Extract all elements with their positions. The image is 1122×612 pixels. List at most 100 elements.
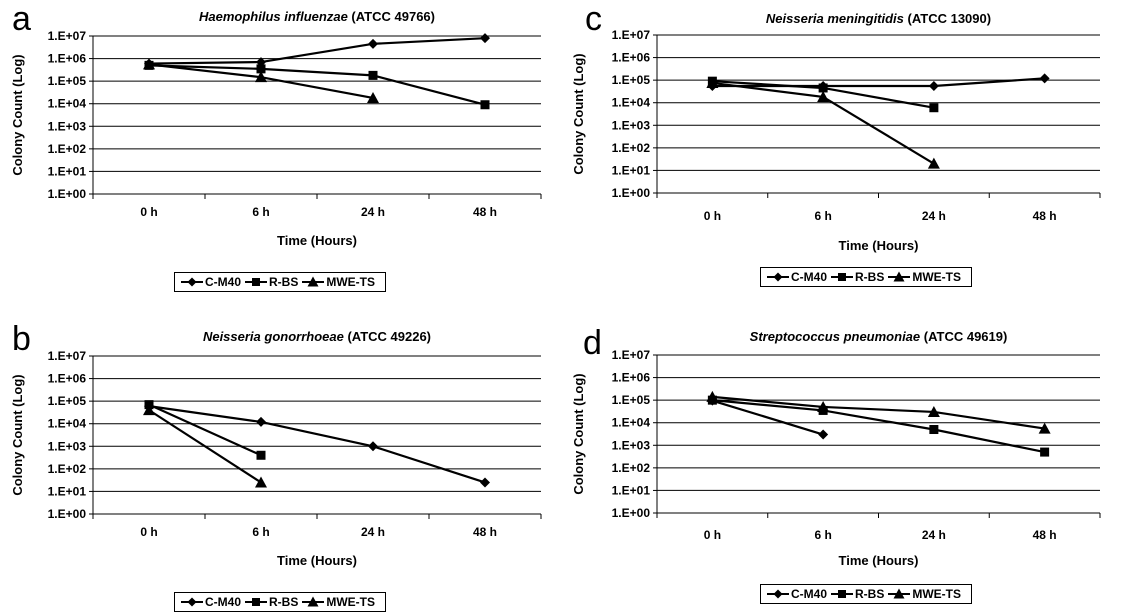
diamond-marker-icon [181, 277, 203, 287]
panel-letter-a: a [12, 0, 31, 38]
square-marker-icon [245, 278, 268, 286]
series-line-mwe-ts [712, 395, 1045, 430]
data-point-mwe-ts [706, 76, 719, 88]
data-point-r-bs [368, 70, 378, 80]
legend-item: C-M40 [767, 587, 827, 601]
chart-title: Neisseria gonorrhoeae (ATCC 49226) [203, 329, 431, 344]
data-point-r-bs [1040, 447, 1050, 457]
x-tick-label: 6 h [814, 528, 831, 542]
diamond-marker-icon [181, 597, 203, 607]
triangle-marker-icon [888, 588, 911, 599]
series-line-r-bs [712, 399, 1045, 454]
y-tick-label: 1.E+02 [612, 141, 651, 155]
legend-item: R-BS [245, 275, 298, 289]
x-tick-label: 24 h [922, 209, 946, 223]
triangle-marker-icon [302, 596, 325, 607]
y-axis-label: Colony Count (Log) [10, 374, 25, 495]
data-point-c-m40 [368, 38, 378, 49]
data-point-mwe-ts [927, 157, 940, 169]
legend-marker [838, 590, 847, 598]
series-line-r-bs [148, 403, 262, 457]
data-point-c-m40 [1039, 73, 1050, 84]
legend-item: R-BS [245, 595, 298, 609]
y-tick-label: 1.E+07 [612, 348, 651, 362]
data-point-r-bs [480, 100, 490, 110]
x-tick-label: 48 h [473, 205, 497, 219]
y-tick-label: 1.E+07 [612, 28, 651, 42]
y-tick-label: 1.E+00 [612, 506, 651, 520]
y-axis-label: Colony Count (Log) [571, 373, 586, 494]
y-tick-label: 1.E+01 [48, 484, 87, 498]
legend-b: C-M40 R-BS MWE-TS [174, 592, 387, 612]
data-point-mwe-ts [143, 58, 155, 70]
legend-item: C-M40 [767, 270, 827, 284]
legend-label: R-BS [269, 595, 299, 609]
y-tick-label: 1.E+05 [612, 73, 651, 87]
series-line-c-m40 [148, 37, 486, 65]
square-marker-icon [831, 273, 854, 281]
legend-label: R-BS [855, 587, 885, 601]
y-tick-label: 1.E+03 [612, 438, 651, 452]
y-tick-label: 1.E+00 [48, 507, 87, 521]
x-tick-label: 0 h [140, 525, 157, 539]
y-tick-label: 1.E+02 [612, 461, 651, 475]
y-tick-label: 1.E+03 [612, 118, 651, 132]
triangle-marker-icon [302, 276, 325, 287]
data-point-c-m40 [480, 477, 490, 488]
series-line-c-m40 [712, 399, 824, 436]
chart-title: Haemophilus influenzae (ATCC 49766) [199, 9, 435, 24]
legend-d: C-M40 R-BS MWE-TS [760, 584, 973, 604]
y-tick-label: 1.E+00 [612, 186, 651, 200]
legend-marker [838, 273, 847, 281]
data-point-c-m40 [368, 441, 378, 452]
legend-label: MWE-TS [326, 595, 376, 609]
series-line-mwe-ts [148, 409, 262, 484]
legend-marker [893, 271, 905, 282]
series-line-r-bs [148, 64, 486, 106]
y-tick-label: 1.E+06 [48, 52, 87, 66]
diamond-marker-icon [767, 272, 789, 282]
chart-title: Neisseria meningitidis (ATCC 13090) [766, 11, 991, 26]
chart-title: Streptococcus pneumoniae (ATCC 49619) [750, 329, 1008, 344]
legend-label: MWE-TS [912, 587, 962, 601]
data-point-c-m40 [480, 33, 490, 44]
y-tick-label: 1.E+03 [48, 119, 87, 133]
chart-meningitidis: Neisseria meningitidis (ATCC 13090) 1.E+0… [571, 11, 1101, 253]
data-point-mwe-ts [706, 390, 719, 402]
data-point-mwe-ts [817, 90, 830, 102]
x-tick-label: 48 h [473, 525, 497, 539]
y-tick-label: 1.E+04 [612, 416, 651, 430]
panel-letter-d: d [583, 324, 602, 362]
legend-marker [252, 598, 261, 606]
legend-item: MWE-TS [302, 275, 375, 289]
x-tick-label: 24 h [361, 525, 385, 539]
legend-label: R-BS [855, 270, 885, 284]
data-point-mwe-ts [367, 91, 379, 103]
x-axis-label: Time (Hours) [277, 233, 357, 248]
legend-label: C-M40 [205, 595, 242, 609]
y-tick-label: 1.E+04 [48, 97, 87, 111]
y-tick-label: 1.E+06 [612, 51, 651, 65]
x-tick-label: 0 h [140, 205, 157, 219]
data-point-mwe-ts [255, 71, 267, 83]
x-axis-label: Time (Hours) [839, 238, 919, 253]
y-tick-label: 1.E+03 [48, 439, 87, 453]
data-point-c-m40 [256, 416, 266, 427]
legend-item: R-BS [831, 270, 884, 284]
y-tick-label: 1.E+04 [612, 96, 651, 110]
series-line-c-m40 [712, 77, 1045, 88]
data-point-mwe-ts [143, 404, 155, 416]
legend-label: C-M40 [791, 270, 828, 284]
legend-label: MWE-TS [326, 275, 376, 289]
x-tick-label: 24 h [361, 205, 385, 219]
x-tick-label: 48 h [1033, 209, 1057, 223]
y-tick-label: 1.E+02 [48, 142, 87, 156]
legend-marker [773, 272, 783, 282]
x-axis-label: Time (Hours) [839, 553, 919, 568]
triangle-marker-icon [888, 271, 911, 282]
legend-marker [307, 596, 319, 607]
x-axis-label: Time (Hours) [277, 553, 357, 568]
legend-label: C-M40 [205, 275, 242, 289]
y-tick-label: 1.E+01 [612, 163, 651, 177]
x-tick-label: 48 h [1033, 528, 1057, 542]
